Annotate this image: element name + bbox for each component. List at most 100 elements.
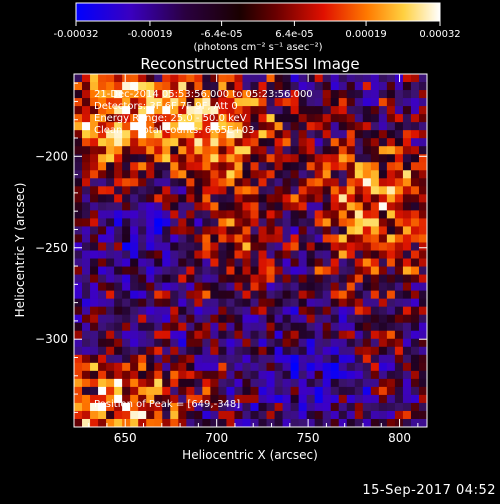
heatmap-cell: [402, 186, 412, 195]
heatmap-cell: [314, 338, 324, 348]
heatmap-cell: [330, 106, 340, 115]
heatmap-cell: [346, 346, 356, 356]
heatmap-cell: [386, 106, 396, 115]
heatmap-cell: [386, 162, 396, 171]
heatmap-cell: [346, 362, 356, 372]
heatmap-cell: [210, 354, 219, 364]
heatmap-cell: [370, 314, 380, 324]
heatmap-cell: [338, 170, 348, 179]
heatmap-cells: [74, 74, 427, 427]
heatmap-cell: [394, 378, 404, 388]
heatmap-cell: [98, 314, 107, 324]
heatmap-cell: [170, 194, 179, 203]
heatmap-cell: [106, 234, 115, 243]
heatmap-cell: [266, 226, 276, 235]
heatmap-cell: [226, 218, 235, 227]
heatmap-cell: [202, 234, 211, 243]
heatmap-cell: [98, 98, 107, 107]
heatmap-cell: [114, 82, 123, 91]
heatmap-cell: [154, 338, 163, 348]
heatmap-cell: [146, 402, 155, 412]
heatmap-cell: [114, 234, 123, 243]
heatmap-cell: [178, 370, 187, 380]
heatmap-cell: [218, 194, 227, 203]
heatmap-cell: [98, 114, 107, 123]
heatmap-cell: [122, 410, 131, 420]
heatmap-cell: [242, 258, 251, 268]
heatmap-cell: [194, 274, 203, 284]
heatmap-cell: [378, 418, 388, 427]
heatmap-cell: [330, 194, 340, 203]
heatmap-cell: [194, 410, 203, 420]
heatmap-cell: [106, 402, 115, 412]
heatmap-cell: [282, 218, 292, 227]
heatmap-cell: [234, 266, 243, 276]
heatmap-cell: [402, 274, 412, 284]
heatmap-cell: [154, 314, 163, 324]
heatmap-cell: [202, 98, 211, 107]
heatmap-cell: [234, 338, 243, 348]
heatmap-cell: [146, 418, 155, 427]
heatmap-cell: [306, 202, 316, 211]
heatmap-cell: [146, 130, 155, 139]
heatmap-cell: [378, 314, 388, 324]
heatmap-cell: [314, 330, 324, 340]
heatmap-cell: [210, 370, 219, 380]
heatmap-cell: [418, 274, 427, 284]
heatmap-cell: [234, 362, 243, 372]
heatmap-cell: [186, 250, 195, 260]
heatmap-cell: [266, 90, 276, 99]
heatmap-cell: [170, 258, 179, 268]
heatmap-cell: [138, 354, 147, 364]
heatmap-cell: [154, 370, 163, 380]
heatmap-cell: [74, 370, 83, 380]
heatmap-cell: [266, 306, 276, 316]
heatmap-cell: [210, 290, 219, 300]
heatmap-cell: [154, 146, 163, 155]
heatmap-cell: [410, 170, 420, 179]
heatmap-cell: [370, 114, 380, 123]
heatmap-cell: [242, 82, 251, 91]
heatmap-cell: [354, 258, 364, 268]
heatmap-cell: [98, 418, 107, 427]
heatmap-cell: [162, 306, 171, 316]
heatmap-cell: [362, 234, 372, 243]
heatmap-cell: [154, 170, 163, 179]
heatmap-cell: [114, 242, 123, 251]
heatmap-cell: [354, 242, 364, 251]
heatmap-cell: [130, 362, 139, 372]
heatmap-cell: [194, 282, 203, 292]
heatmap-cell: [90, 298, 99, 308]
heatmap-cell: [354, 402, 364, 412]
heatmap-cell: [410, 362, 420, 372]
heatmap-cell: [386, 114, 396, 123]
heatmap-cell: [346, 202, 356, 211]
heatmap-cell: [370, 362, 380, 372]
heatmap-cell: [394, 322, 404, 332]
heatmap-cell: [106, 386, 115, 396]
heatmap-cell: [106, 258, 115, 268]
heatmap-cell: [314, 114, 324, 123]
heatmap-cell: [170, 322, 179, 332]
heatmap-cell: [282, 210, 292, 219]
heatmap-cell: [394, 106, 404, 115]
heatmap-cell: [146, 346, 155, 356]
heatmap-cell: [274, 170, 284, 179]
heatmap-cell: [202, 242, 211, 251]
y-axis: −200−250−300: [35, 82, 427, 413]
heatmap-cell: [170, 130, 179, 139]
heatmap-cell: [210, 314, 219, 324]
heatmap-cell: [274, 290, 284, 300]
heatmap-cell: [266, 234, 276, 243]
heatmap-cell: [346, 274, 356, 284]
heatmap-cell: [338, 298, 348, 308]
heatmap-cell: [178, 130, 187, 139]
heatmap-cell: [186, 138, 195, 147]
heatmap-cell: [130, 162, 139, 171]
heatmap-cell: [402, 114, 412, 123]
heatmap-cell: [330, 338, 340, 348]
heatmap-cell: [386, 282, 396, 292]
heatmap-cell: [354, 114, 364, 123]
heatmap-cell: [410, 282, 420, 292]
heatmap-cell: [194, 330, 203, 340]
